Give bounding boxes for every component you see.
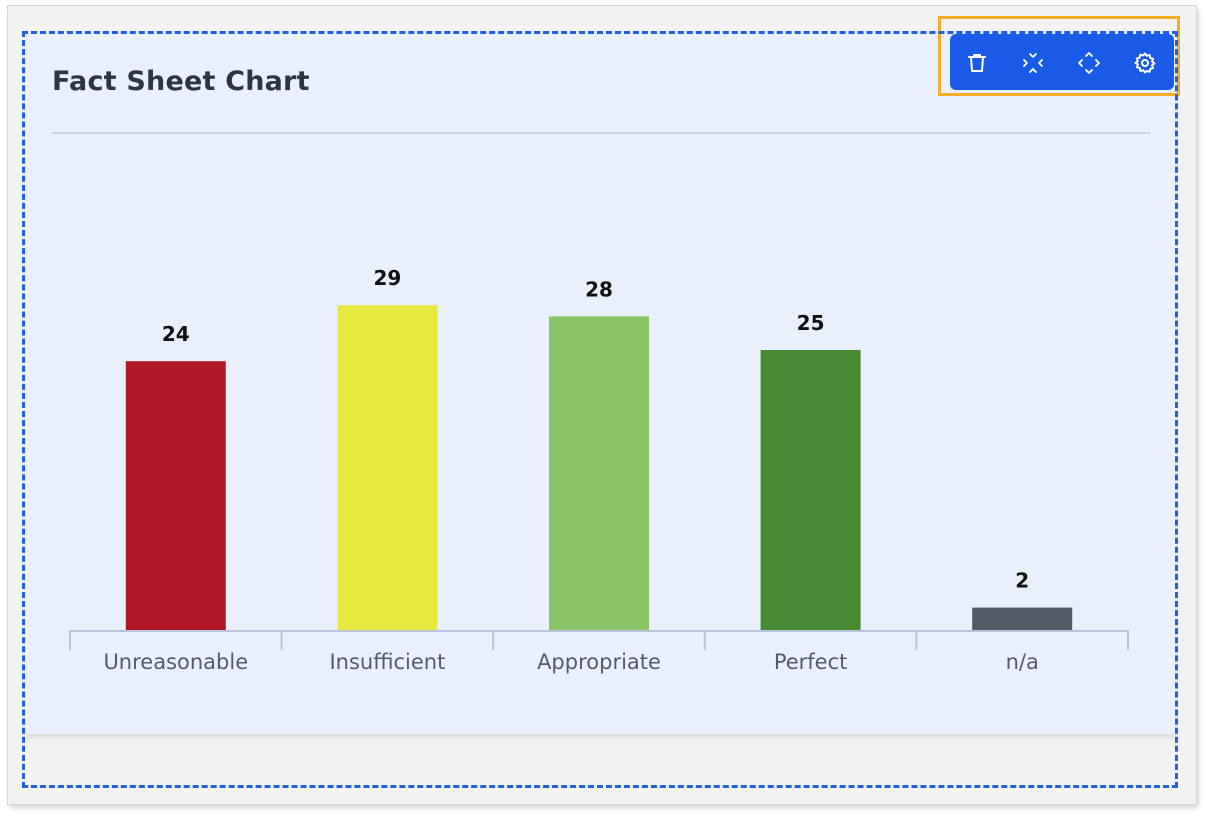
bar-insufficient[interactable] — [337, 305, 438, 630]
trash-icon — [968, 54, 986, 72]
bar-value-label: 25 — [797, 311, 825, 335]
x-axis-tick-label: Insufficient — [329, 650, 445, 674]
widget-toolbar — [950, 34, 1174, 90]
bar-value-label: 28 — [585, 277, 613, 301]
widget-title: Fact Sheet Chart — [52, 66, 310, 97]
bar-value-label: 29 — [373, 266, 401, 290]
bar-unreasonable[interactable] — [125, 361, 226, 630]
delete-button[interactable] — [962, 48, 992, 78]
expand-button[interactable] — [1074, 48, 1104, 78]
x-axis-tick-label: Unreasonable — [103, 650, 248, 674]
toolbar-highlight — [938, 16, 1180, 96]
x-axis-tick-label: Perfect — [774, 650, 848, 674]
title-divider — [52, 132, 1150, 134]
expand-icon — [1078, 52, 1100, 74]
collapse-icon — [1023, 53, 1043, 73]
gear-icon — [1134, 52, 1156, 74]
settings-button[interactable] — [1130, 48, 1160, 78]
x-axis-tick-label: n/a — [1006, 650, 1039, 674]
x-axis-tick-label: Appropriate — [537, 650, 661, 674]
bar-value-label: 24 — [162, 322, 190, 346]
bar-appropriate[interactable] — [549, 316, 649, 630]
bar-perfect[interactable] — [760, 350, 861, 630]
bar-n-a[interactable] — [972, 607, 1073, 630]
collapse-button[interactable] — [1018, 48, 1048, 78]
bar-value-label: 2 — [1015, 569, 1029, 593]
